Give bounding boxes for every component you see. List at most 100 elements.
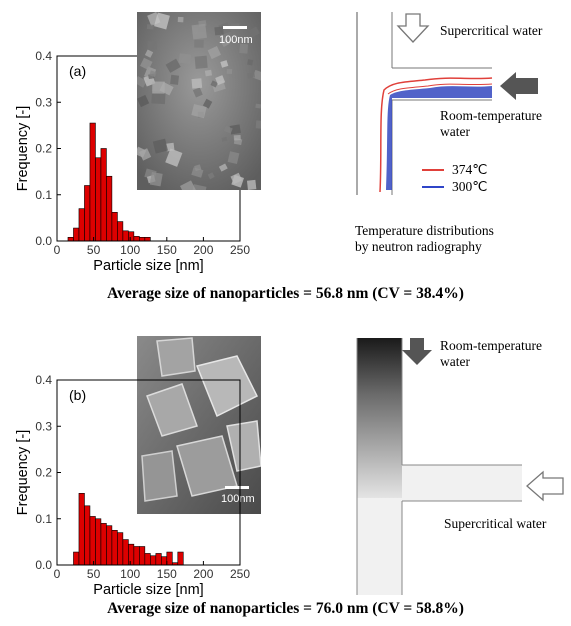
- sem-grain: [191, 103, 207, 119]
- histogram-bar-b: [171, 562, 179, 566]
- sem-grain: [180, 180, 197, 190]
- sem-grain: [230, 172, 243, 185]
- scale-bar-label-a: 100nm: [219, 34, 253, 46]
- histogram-bar-b: [84, 505, 91, 566]
- panel-label-b: (b): [69, 387, 86, 403]
- sem-grain: [239, 43, 249, 54]
- sem-grain: [252, 69, 261, 81]
- x-axis-label-a: Particle size [nm]: [93, 258, 203, 274]
- sem-grain: [214, 26, 224, 36]
- filled-left-arrow-icon: [500, 72, 538, 100]
- histogram-bar-a: [122, 230, 129, 242]
- histogram-bar-a: [78, 208, 85, 242]
- y-tick-label-a: 0.4: [35, 49, 52, 63]
- sem-image-a: 100nm: [137, 12, 261, 190]
- caption-bottom: Average size of nanoparticles = 76.0 nm …: [107, 600, 464, 617]
- sem-grain: [165, 58, 181, 73]
- histogram-bar-a: [111, 212, 118, 242]
- sem-grain: [204, 69, 213, 77]
- histogram-bar-b: [78, 493, 85, 566]
- sem-grain: [247, 59, 254, 66]
- sem-grain: [221, 136, 228, 142]
- sem-grain: [139, 148, 152, 161]
- histogram-bar-a: [95, 157, 102, 242]
- channel-fill-vertical: [357, 338, 402, 595]
- x-tick-label-b: 50: [87, 567, 101, 581]
- sem-grain: [210, 80, 218, 88]
- sem-grain: [146, 24, 154, 30]
- y-tick-label-b: 0.1: [35, 512, 52, 526]
- sem-grain: [165, 148, 183, 167]
- channel-fill-horizontal: [402, 465, 522, 501]
- sem-grain: [215, 75, 226, 86]
- histogram-bar-a: [133, 236, 140, 242]
- radiography-caption-line1: Temperature distributions: [355, 223, 494, 238]
- sem-grain: [229, 124, 241, 135]
- sem-grain: [194, 55, 208, 69]
- histogram-bar-a: [117, 221, 124, 242]
- histogram-bar-b: [139, 546, 146, 566]
- y-tick-label-a: 0.3: [35, 95, 52, 109]
- sem-grain: [233, 135, 241, 141]
- sem-grain: [191, 23, 207, 40]
- histogram-bar-b: [150, 555, 157, 566]
- histogram-bar-a: [67, 237, 74, 242]
- sem-grain: [255, 120, 261, 129]
- scale-bar-b: [225, 486, 249, 489]
- histogram-bar-a: [100, 148, 107, 242]
- sem-grain: [137, 76, 147, 88]
- sem-grain: [202, 98, 213, 109]
- histogram-bar-b: [117, 532, 124, 566]
- y-tick-label-b: 0.2: [35, 466, 52, 480]
- histogram-bar-b: [122, 539, 129, 566]
- sem-grain: [170, 74, 180, 85]
- x-tick-label-b: 100: [120, 567, 140, 581]
- sem-grain: [191, 78, 203, 89]
- sem-grain: [255, 103, 261, 109]
- sem-grain: [147, 41, 157, 50]
- x-tick-label-b: 200: [193, 567, 213, 581]
- legend-label-374c: 374℃: [452, 162, 488, 177]
- label-supercritical-bottom: Supercritical water: [444, 516, 547, 531]
- histogram-bar-a: [89, 122, 96, 242]
- sem-grain: [152, 138, 169, 154]
- histogram-bar-b: [89, 516, 96, 566]
- panel-label-a: (a): [69, 63, 86, 79]
- y-tick-label-b: 0.3: [35, 419, 52, 433]
- filled-down-arrow-icon: [402, 338, 432, 365]
- label-room-temp-bottom: Room-temperature water: [440, 338, 542, 369]
- x-tick-label-b: 150: [157, 567, 177, 581]
- histogram-bar-b: [106, 525, 113, 566]
- histogram-bar-b: [177, 551, 184, 566]
- x-tick-label-a: 200: [193, 243, 213, 257]
- sem-grain: [223, 125, 233, 134]
- sem-image-b: 100nm: [137, 336, 261, 514]
- histogram-bar-b: [100, 523, 107, 566]
- sem-grain: [218, 163, 228, 172]
- radiography-caption-line2: by neutron radiography: [355, 239, 482, 254]
- histogram-bar-b: [95, 518, 102, 566]
- histogram-bar-a: [144, 237, 151, 242]
- y-tick-label-a: 0.2: [35, 142, 52, 156]
- sem-texture-a: [137, 12, 261, 190]
- y-tick-label-b: 0.4: [35, 373, 52, 387]
- sem-grain: [226, 68, 233, 74]
- histogram-bar-a: [139, 237, 146, 242]
- sem-grain: [149, 172, 163, 187]
- legend-label-300c: 300℃: [452, 179, 488, 194]
- x-tick-label-a: 150: [157, 243, 177, 257]
- x-tick-label-b: 250: [230, 567, 250, 581]
- x-tick-label-a: 50: [87, 243, 101, 257]
- hollow-left-arrow-icon: [526, 470, 564, 502]
- sem-grain: [191, 167, 204, 178]
- scale-bar-label-b: 100nm: [221, 493, 255, 505]
- histogram-bar-b: [161, 556, 168, 566]
- y-tick-label-a: 0.1: [35, 188, 52, 202]
- scale-bar-a: [223, 26, 247, 29]
- sem-grain: [248, 26, 260, 38]
- histogram-bar-b: [111, 530, 118, 566]
- sem-grain: [152, 81, 165, 94]
- caption-top: Average size of nanoparticles = 56.8 nm …: [107, 285, 464, 302]
